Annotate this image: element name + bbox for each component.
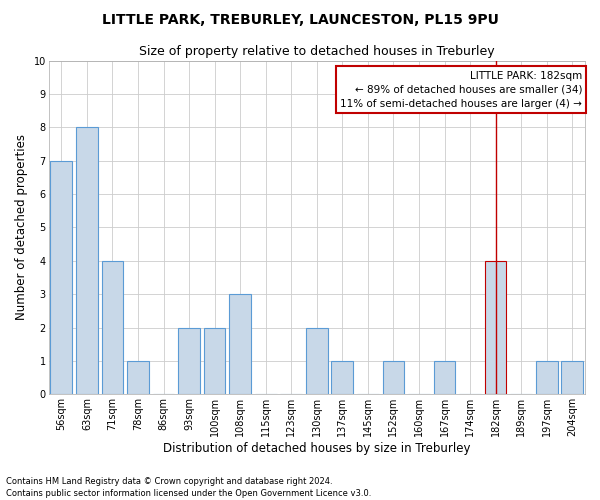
Bar <box>306 328 328 394</box>
X-axis label: Distribution of detached houses by size in Treburley: Distribution of detached houses by size … <box>163 442 470 455</box>
Text: Contains HM Land Registry data © Crown copyright and database right 2024.
Contai: Contains HM Land Registry data © Crown c… <box>6 476 371 498</box>
Bar <box>76 128 98 394</box>
Bar <box>485 261 506 394</box>
Text: LITTLE PARK: 182sqm
← 89% of detached houses are smaller (34)
11% of semi-detach: LITTLE PARK: 182sqm ← 89% of detached ho… <box>340 70 583 108</box>
Bar <box>434 361 455 394</box>
Bar <box>383 361 404 394</box>
Text: LITTLE PARK, TREBURLEY, LAUNCESTON, PL15 9PU: LITTLE PARK, TREBURLEY, LAUNCESTON, PL15… <box>101 12 499 26</box>
Bar <box>562 361 583 394</box>
Bar <box>50 160 72 394</box>
Bar <box>101 261 123 394</box>
Bar <box>127 361 149 394</box>
Title: Size of property relative to detached houses in Treburley: Size of property relative to detached ho… <box>139 45 494 58</box>
Y-axis label: Number of detached properties: Number of detached properties <box>15 134 28 320</box>
Bar <box>536 361 557 394</box>
Bar <box>229 294 251 394</box>
Bar <box>178 328 200 394</box>
Bar <box>331 361 353 394</box>
Bar <box>204 328 226 394</box>
